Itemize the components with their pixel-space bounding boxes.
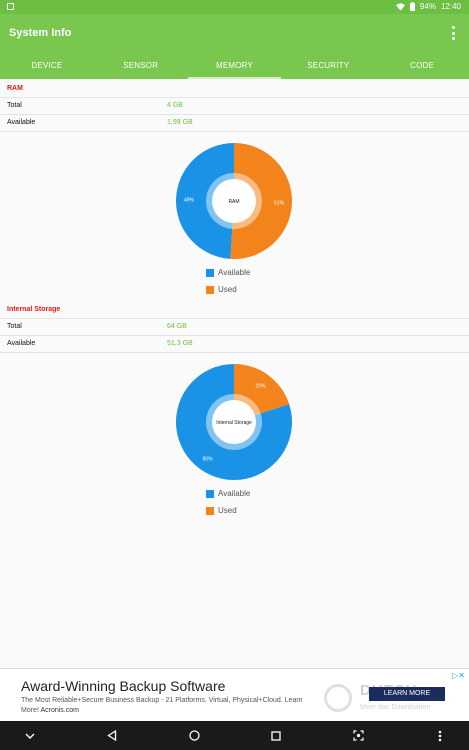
legend-item-available: Available — [206, 264, 250, 281]
tab-sensor[interactable]: SENSOR — [123, 61, 159, 70]
more-options-icon[interactable] — [428, 721, 452, 750]
ram-slice-label-used: 51% — [274, 200, 285, 206]
ad-title[interactable]: Award-Winning Backup Software — [21, 678, 226, 694]
status-bar: 94% 12:40 — [0, 0, 469, 14]
screenshot-capture-icon[interactable] — [346, 721, 370, 750]
storage-section-title: Internal Storage — [7, 306, 61, 313]
watermark-subtitle: Meer dan Downloaden — [360, 704, 431, 711]
tab-device[interactable]: DEVICE — [31, 61, 63, 70]
storage-total-label: Total — [7, 323, 22, 330]
ram-donut-chart: 49% 51% RAM — [176, 143, 293, 259]
ram-total-label: Total — [7, 102, 22, 109]
ram-section-title: RAM — [7, 85, 23, 92]
divider — [0, 352, 469, 353]
ad-banner[interactable]: Award-Winning Backup Software The Most R… — [0, 668, 469, 721]
legend-label: Used — [218, 506, 237, 515]
storage-center-label: Internal Storage — [216, 420, 252, 426]
ad-text: The Most Reliable+Secure Business Backup… — [21, 696, 321, 716]
recents-icon[interactable] — [264, 721, 288, 750]
ram-available-value: 1,99 GB — [167, 119, 193, 126]
clock: 12:40 — [440, 2, 461, 11]
watermark-circle-icon — [324, 684, 352, 712]
storage-center-hole — [212, 400, 256, 444]
storage-total-value: 64 GB — [167, 323, 187, 330]
legend-label: Available — [218, 489, 251, 498]
wifi-icon — [395, 2, 405, 11]
used-swatch — [206, 285, 214, 294]
tab-bar: DEVICE SENSOR MEMORY SECURITY CODE — [0, 52, 469, 79]
ram-total-value: 4 GB — [167, 102, 183, 109]
legend-label: Used — [218, 285, 237, 294]
ram-slice-available — [176, 143, 234, 259]
back-icon[interactable] — [100, 721, 124, 750]
storage-donut-chart: 80% 20% Internal Storage — [175, 364, 292, 480]
overflow-menu-icon[interactable] — [451, 26, 455, 40]
ram-legend: Available Used — [206, 264, 250, 298]
divider — [0, 131, 469, 132]
tab-memory[interactable]: MEMORY — [187, 52, 282, 79]
battery-icon — [409, 2, 415, 11]
storage-available-label: Available — [7, 340, 36, 347]
screenshot-notification-icon — [7, 3, 14, 10]
ram-center-label: RAM — [228, 199, 239, 205]
home-icon[interactable] — [182, 721, 206, 750]
storage-total-row: Total 64 GB — [0, 318, 469, 335]
ad-description: The Most Reliable+Secure Business Backup… — [21, 697, 303, 714]
ad-choices-close-icon[interactable]: ▷✕ — [452, 671, 465, 680]
tab-code[interactable]: CODE — [410, 61, 435, 70]
collapse-chevron-down-icon[interactable] — [18, 721, 42, 750]
legend-item-used: Used — [206, 502, 250, 519]
ram-total-row: Total 4 GB — [0, 97, 469, 114]
available-swatch — [206, 489, 214, 498]
ad-source: Acronis.com — [40, 707, 79, 714]
ram-center-hole — [212, 179, 256, 223]
ram-slice-used — [230, 143, 293, 259]
app-title: System Info — [9, 27, 72, 39]
used-swatch — [206, 506, 214, 515]
learn-more-button[interactable]: LEARN MORE — [369, 687, 445, 701]
ram-available-row: Available 1,99 GB — [0, 114, 469, 131]
ram-available-label: Available — [7, 119, 36, 126]
storage-available-value: 51,3 GB — [167, 340, 193, 347]
storage-legend: Available Used — [206, 485, 250, 519]
storage-available-row: Available 51,3 GB — [0, 335, 469, 352]
ram-slice-label-available: 49% — [184, 198, 195, 204]
available-swatch — [206, 268, 214, 277]
legend-item-used: Used — [206, 281, 250, 298]
navigation-bar — [0, 721, 469, 750]
legend-item-available: Available — [206, 485, 250, 502]
legend-label: Available — [218, 268, 251, 277]
tab-security[interactable]: SECURITY — [307, 61, 350, 70]
storage-slice-label-used: 20% — [255, 384, 266, 390]
storage-slice-label-available: 80% — [203, 456, 214, 462]
battery-percent: 94% — [419, 2, 436, 11]
app-bar: System Info — [0, 14, 469, 52]
